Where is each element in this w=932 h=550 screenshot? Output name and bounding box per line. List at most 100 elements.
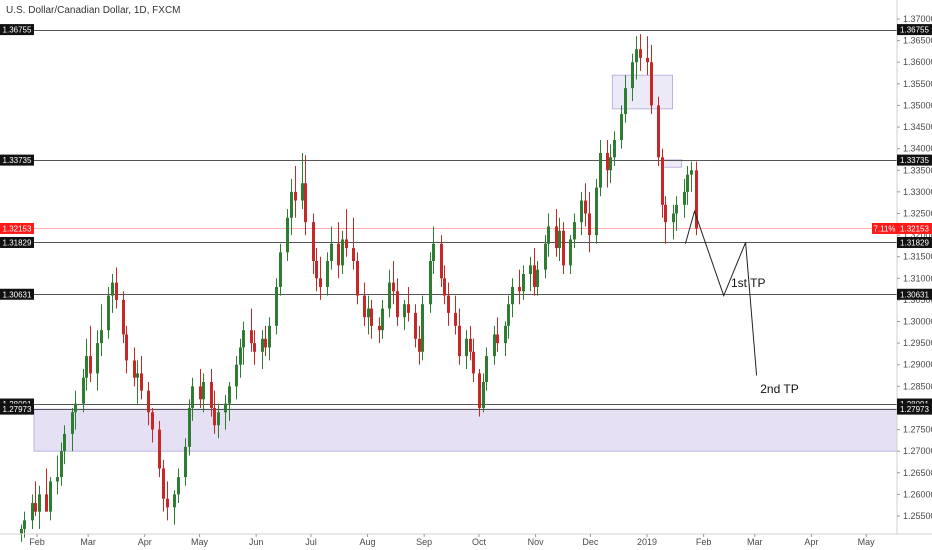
candle-body [74, 403, 77, 413]
candle-body [407, 304, 410, 313]
levels-layer [34, 30, 897, 410]
candle-body [447, 295, 450, 313]
candle-body [609, 157, 612, 171]
candle-body [518, 286, 521, 292]
candle-body [403, 304, 406, 318]
candle-body [511, 286, 514, 305]
candle-body [378, 325, 381, 331]
candle-body [657, 105, 660, 158]
y-tick-label: 1.32000 [903, 230, 932, 240]
change-tag-text: 7.11% [873, 224, 895, 233]
x-tick-label: Apr [138, 537, 152, 547]
candle-body [558, 230, 561, 249]
candle-body [275, 286, 278, 326]
candle-body [580, 200, 583, 223]
candle-body [672, 213, 675, 223]
x-tick-label: Sep [416, 537, 432, 547]
candle-body [363, 295, 366, 318]
x-tick-label: Jul [305, 537, 317, 547]
price-tags-layer: 1.36755 1.36755 1.33735 1.33735 1.31829 1.318… [0, 24, 932, 415]
candle-body [465, 338, 468, 357]
candle-body [224, 403, 227, 413]
candle-body [63, 433, 66, 452]
candle-body [177, 477, 180, 495]
candle-body [584, 200, 587, 214]
candle-body [683, 191, 686, 205]
y-tick-label: 1.26500 [903, 468, 932, 478]
y-tick-label: 1.31000 [903, 273, 932, 283]
x-tick-label: Oct [472, 537, 487, 547]
candle-body [279, 252, 282, 287]
level-tag-left-2-bg [0, 154, 34, 166]
candle-body [100, 330, 103, 344]
supply-demand-zone-2 [611, 74, 673, 110]
time-axis[interactable]: Feb Mar Apr May Jun Jul Aug Sep Oct Nov Dec 2019 Feb… [29, 534, 875, 547]
candle-body [235, 364, 238, 387]
current-price-tag-left-text: 1.32153 [3, 224, 32, 233]
candle-body [485, 356, 488, 383]
second-take-profit-label: 2nd TP [760, 382, 798, 396]
projection-layer: 1st TP 2nd TP [684, 209, 799, 396]
candle-body [210, 382, 213, 408]
candle-body [107, 295, 110, 331]
candle-body [414, 312, 417, 339]
price-axis[interactable]: 1.255001.260001.265001.270001.275001.280… [897, 14, 932, 521]
candle-body [151, 412, 154, 430]
level-tag-right-1-bg [897, 24, 932, 36]
level-tag-right-1-text: 1.36755 [900, 26, 929, 35]
level-tag-right-6-text: 1.27973 [900, 405, 929, 414]
x-tick-label: May [191, 537, 209, 547]
candle-body [388, 282, 391, 309]
level-tag-right-3-bg [897, 236, 932, 248]
candle-body [690, 170, 693, 175]
x-tick-label: Mar [747, 537, 763, 547]
candle-body [345, 239, 348, 249]
candles-layer [20, 34, 698, 542]
candle-body [352, 248, 355, 262]
level-tag-right-2-text: 1.33735 [900, 156, 929, 165]
x-tick-label: Jun [249, 537, 264, 547]
candle-body [202, 382, 205, 400]
x-tick-label: Nov [528, 537, 545, 547]
candle-body [301, 183, 304, 201]
level-tag-left-4-text: 1.30631 [3, 290, 32, 299]
candle-body [315, 261, 318, 279]
candle-body [370, 308, 373, 326]
candle-body [341, 239, 344, 266]
y-tick-label: 1.30500 [903, 295, 932, 305]
candle-body [507, 304, 510, 326]
candle-body [31, 503, 34, 521]
level-tag-left-4-bg [0, 288, 34, 300]
x-tick-label: Aug [360, 537, 376, 547]
candle-body [695, 170, 698, 229]
candle-body [133, 360, 136, 378]
candle-body [392, 282, 395, 292]
candle-body [188, 407, 191, 447]
level-tag-left-3-text: 1.31829 [3, 238, 32, 247]
level-tag-left-2-text: 1.33735 [3, 156, 32, 165]
first-take-profit-label: 1st TP [731, 276, 765, 290]
candle-body [173, 494, 176, 508]
candle-body [294, 191, 297, 201]
candle-body [599, 152, 602, 188]
candle-body [504, 325, 507, 344]
candle-body [60, 451, 63, 478]
y-tick-label: 1.25500 [903, 511, 932, 521]
candle-body [290, 191, 293, 218]
candle-body [268, 325, 271, 348]
y-tick-label: 1.33000 [903, 187, 932, 197]
candle-body [661, 157, 664, 205]
candle-body [675, 204, 678, 214]
x-tick-label: Apr [804, 537, 818, 547]
candle-body [89, 356, 92, 374]
level-tag-left-1-bg [0, 24, 34, 36]
candle-body [544, 243, 547, 270]
candle-body [319, 278, 322, 287]
y-tick-label: 1.36500 [903, 36, 932, 46]
candle-body [20, 528, 23, 534]
current-price-tag-right-text: 1.32153 [900, 224, 929, 233]
candle-body [242, 330, 245, 348]
candle-body [624, 88, 627, 115]
